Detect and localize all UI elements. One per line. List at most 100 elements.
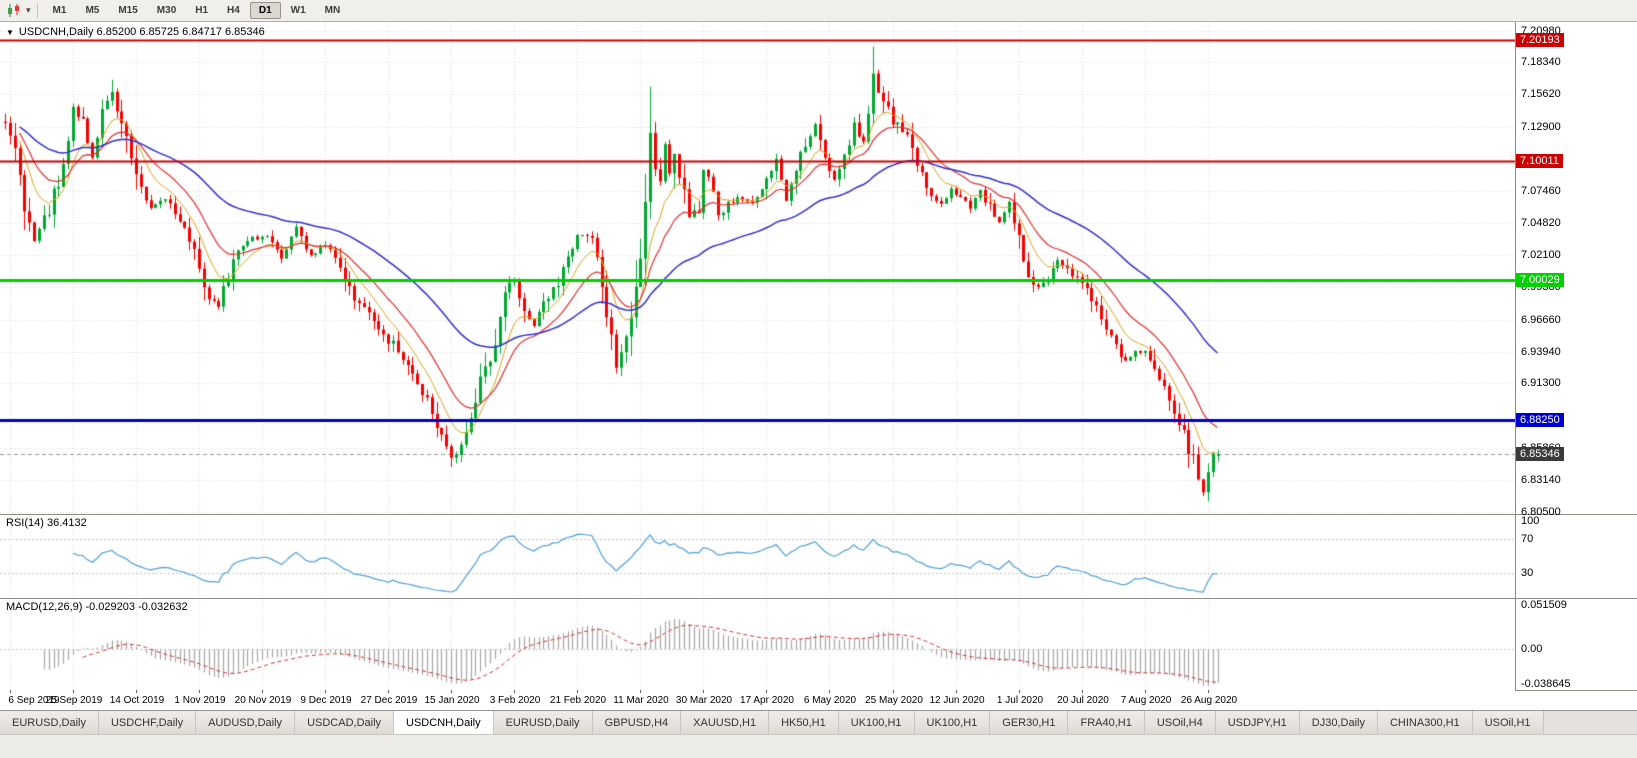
dropdown-caret-icon[interactable]: ▾: [26, 5, 31, 15]
date-axis-label: 21 Feb 2020: [549, 695, 607, 706]
timeframe-button-m30[interactable]: M30: [156, 5, 177, 16]
date-axis-label: 1 Jul 2020: [996, 695, 1044, 706]
date-axis-tick: [262, 690, 263, 693]
symbol-caret-icon[interactable]: ▼: [6, 28, 14, 37]
axis-scale-label: 0.00: [1521, 643, 1543, 655]
axis-scale-label: 6.85860: [1521, 442, 1561, 454]
chart-tab-xauusd-h1[interactable]: XAUUSD,H1: [681, 711, 770, 734]
rsi-indicator-panel[interactable]: [0, 514, 1515, 598]
price-axis-badge: 7.00029: [1516, 273, 1564, 287]
chart-tab-eurusd-daily[interactable]: EURUSD,Daily: [0, 711, 99, 734]
date-axis-tick: [10, 690, 11, 693]
axis-scale-label: 7.07460: [1521, 185, 1561, 197]
date-axis-label: 11 Mar 2020: [613, 695, 669, 706]
date-axis-label: 14 Oct 2019: [109, 695, 165, 706]
chart-tab-uk100-h1[interactable]: UK100,H1: [914, 711, 991, 734]
axis-scale-label: 6.99380: [1521, 281, 1561, 293]
axis-scale-label: 7.15620: [1521, 88, 1561, 100]
date-axis-tick: [325, 690, 326, 693]
macd-indicator-panel[interactable]: [0, 598, 1515, 690]
date-axis-tick: [1082, 690, 1083, 693]
timeframe-button-m1[interactable]: M1: [52, 5, 67, 16]
chart-tab-gbpusd-h4[interactable]: GBPUSD,H4: [592, 711, 682, 734]
date-axis-label: 20 Nov 2019: [234, 695, 292, 706]
axis-scale-label: 7.02100: [1521, 249, 1561, 261]
axis-scale-label: 6.91300: [1521, 377, 1561, 389]
price-axis-badge: 7.20193: [1516, 33, 1564, 47]
date-axis-tick: [1019, 690, 1020, 693]
date-axis-tick: [956, 690, 957, 693]
axis-divider: [1515, 22, 1516, 690]
timeframe-button-m15[interactable]: M15: [118, 5, 138, 16]
date-axis-label: 25 Sep 2019: [45, 695, 103, 706]
chart-tab-china300-h1[interactable]: CHINA300,H1: [1377, 711, 1473, 734]
chart-tab-usdcad-daily[interactable]: USDCAD,Daily: [295, 711, 395, 734]
timeframe-button-mn[interactable]: MN: [324, 5, 341, 16]
date-axis-label: 6 Sep 2019: [8, 695, 60, 706]
panel-divider[interactable]: [0, 514, 1637, 515]
date-axis-label: 30 Mar 2020: [675, 695, 733, 706]
date-axis-label: 3 Feb 2020: [489, 695, 541, 706]
axis-scale-label: 6.93940: [1521, 346, 1561, 358]
panel-divider[interactable]: [0, 598, 1637, 599]
axis-scale-label: 30: [1521, 567, 1534, 579]
timeframe-button-w1[interactable]: W1: [290, 5, 306, 16]
timeframe-button-h4[interactable]: H4: [227, 5, 240, 16]
date-axis-tick: [514, 690, 515, 693]
chart-tab-eurusd-daily[interactable]: EURUSD,Daily: [493, 711, 593, 734]
chart-tab-usoil-h4[interactable]: USOil,H4: [1144, 711, 1216, 734]
date-axis-label: 9 Dec 2019: [300, 695, 352, 706]
date-axis-label: 26 Aug 2020: [1180, 695, 1238, 706]
chart-tab-ger30-h1[interactable]: GER30,H1: [990, 711, 1069, 734]
ohlc-info: USDCNH,Daily 6.85200 6.85725 6.84717 6.8…: [18, 26, 265, 38]
date-axis-label: 17 Apr 2020: [740, 695, 794, 706]
timeframe-button-d1[interactable]: D1: [249, 2, 281, 19]
date-axis-label: 20 Jul 2020: [1057, 695, 1109, 706]
date-axis-label: 12 Jun 2020: [929, 695, 985, 706]
price-axis-badge: 6.88250: [1516, 413, 1564, 427]
chart-tab-usoil-h1[interactable]: USOil,H1: [1472, 711, 1544, 734]
price-axis-badge: 7.10011: [1516, 154, 1563, 168]
chart-tab-usdcnh-daily[interactable]: USDCNH,Daily: [394, 711, 494, 734]
axis-scale-label: 0.051509: [1521, 599, 1567, 611]
chart-tab-dj30-daily[interactable]: DJ30,Daily: [1299, 711, 1378, 734]
date-axis-tick: [136, 690, 137, 693]
axis-scale-label: 100: [1521, 515, 1540, 527]
chart-tab-bar: EURUSD,Daily USDCHF,Daily AUDUSD,Daily USDC…: [0, 710, 1637, 734]
date-axis-tick: [829, 690, 830, 693]
date-axis-label: 1 Nov 2019: [174, 695, 226, 706]
chart-tab-fra40-h1[interactable]: FRA40,H1: [1068, 711, 1145, 734]
date-axis: 6 Sep 2019 25 Sep 2019 14 Oct 2019 1 Nov 20…: [0, 690, 1515, 710]
date-axis-tick: [1208, 690, 1209, 693]
axis-scale-label: 70: [1521, 533, 1534, 545]
axis-scale-label: 6.96660: [1521, 314, 1561, 326]
date-axis-tick: [766, 690, 767, 693]
chart-tab-audusd-daily[interactable]: AUDUSD,Daily: [196, 711, 296, 734]
chart-tab-hk50-h1[interactable]: HK50,H1: [769, 711, 839, 734]
status-bar: [0, 734, 1637, 758]
chart-tab-usdjpy-h1[interactable]: USDJPY,H1: [1215, 711, 1300, 734]
date-axis-tick: [388, 690, 389, 693]
date-axis-tick: [73, 690, 74, 693]
timeframe-button-m5[interactable]: M5: [85, 5, 100, 16]
main-price-chart[interactable]: [0, 22, 1515, 514]
timeframe-button-h1[interactable]: H1: [195, 5, 209, 16]
axis-scale-label: 7.18340: [1521, 56, 1561, 68]
date-axis-tick: [703, 690, 704, 693]
axis-scale-label: -0.038645: [1521, 678, 1571, 690]
date-axis-label: 27 Dec 2019: [360, 695, 418, 706]
timeframe-buttons: M1 M5 M15 M30 H1 H4 D1 W1 MN: [44, 2, 350, 19]
timeframe-toolbar: ▾ M1 M5 M15 M30 H1 H4 D1 W1 MN: [0, 0, 1637, 22]
rsi-label: RSI(14) 36.4132: [6, 517, 87, 529]
date-axis-tick: [577, 690, 578, 693]
axis-scale-label: 7.20980: [1521, 25, 1561, 37]
chart-tab-usdchf-daily[interactable]: USDCHF,Daily: [98, 711, 197, 734]
chart-tab-uk100-h1[interactable]: UK100,H1: [838, 711, 915, 734]
date-axis-tick: [451, 690, 452, 693]
axis-scale-label: 7.04820: [1521, 217, 1561, 229]
axis-scale-label: 6.80500: [1521, 506, 1561, 518]
macd-label: MACD(12,26,9) -0.029203 -0.032632: [6, 601, 188, 613]
chart-window-icon[interactable]: [4, 3, 24, 18]
date-axis-tick: [893, 690, 894, 693]
